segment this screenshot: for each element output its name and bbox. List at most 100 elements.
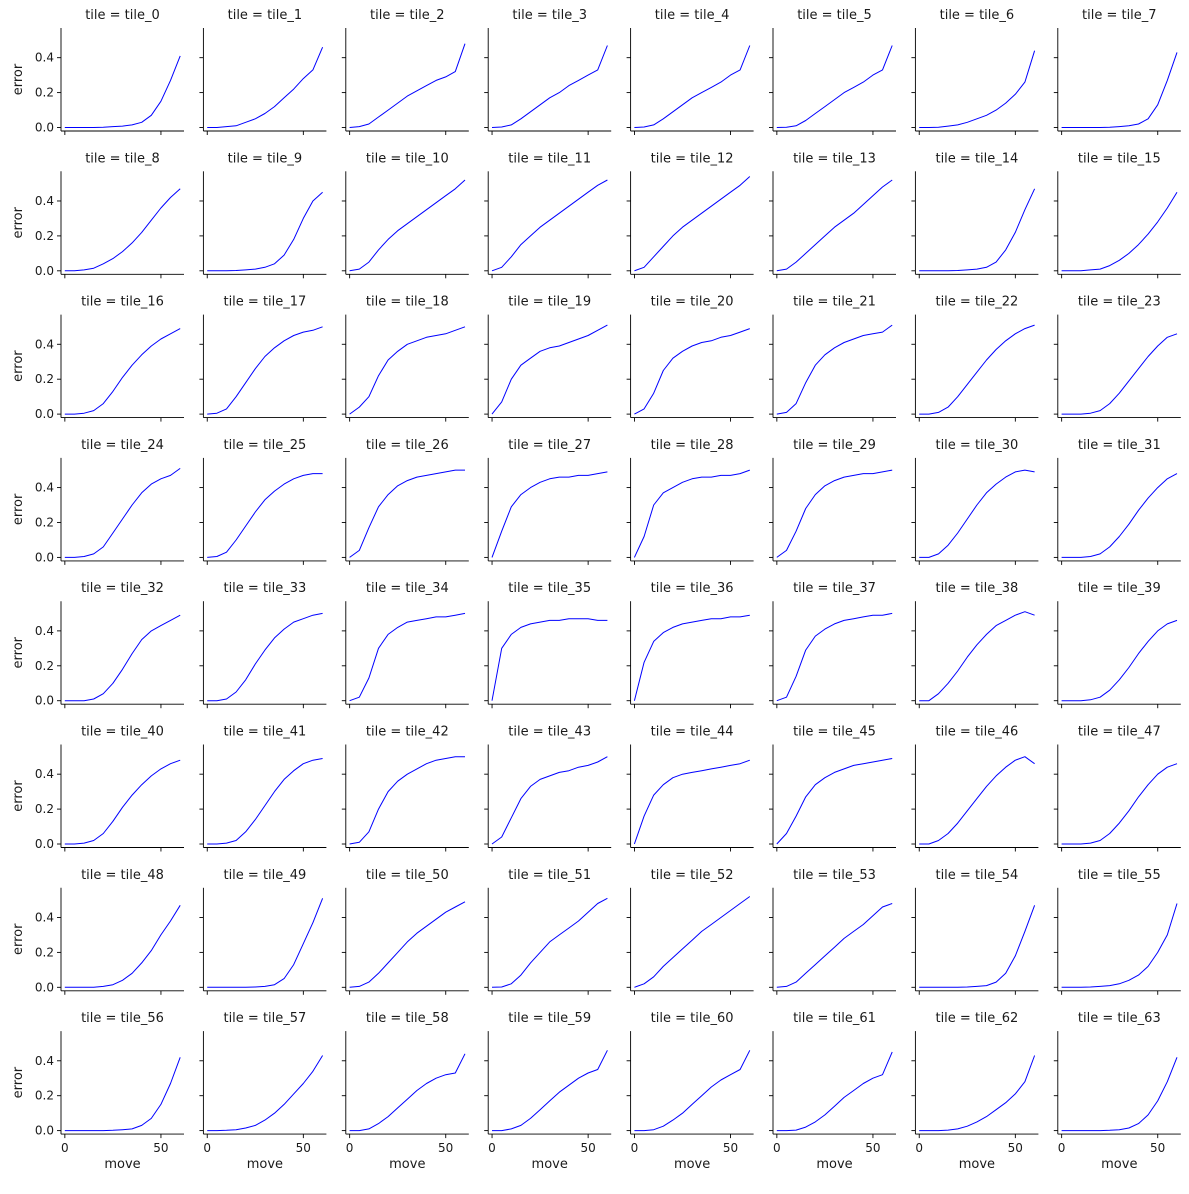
- panel-title: tile = tile_48: [81, 868, 164, 883]
- x-tick-label: 0: [488, 1141, 496, 1155]
- series-line: [64, 614, 181, 702]
- panel-title: tile = tile_29: [793, 438, 876, 453]
- series-line: [919, 188, 1036, 272]
- facet-panel: tile = tile_33: [199, 581, 327, 709]
- panel-title: tile = tile_26: [366, 438, 449, 453]
- facet-panel: tile = tile_51: [484, 868, 612, 995]
- facet-panel: tile = tile_13: [769, 151, 896, 279]
- y-tick-label: 0.4: [35, 1054, 54, 1068]
- x-axis-label: move: [674, 1157, 710, 1172]
- panel-title: tile = tile_63: [1078, 1011, 1161, 1026]
- facet-panel: tile = tile_8 0.0 0.2 0.4 error: [11, 151, 184, 279]
- panel-title: tile = tile_45: [793, 725, 876, 740]
- series-line: [1061, 333, 1178, 415]
- series-line: [349, 43, 466, 128]
- series-line: [491, 897, 608, 988]
- panel-title: tile = tile_17: [223, 295, 306, 310]
- y-axis-label: error: [11, 206, 26, 238]
- series-line: [1061, 473, 1178, 558]
- series-line: [207, 612, 323, 702]
- y-tick-label: 0.0: [35, 550, 54, 564]
- series-line: [634, 45, 751, 128]
- x-tick-label: 50: [865, 1141, 880, 1155]
- panel-title: tile = tile_53: [793, 868, 876, 883]
- y-tick-label: 0.2: [35, 86, 54, 100]
- panel-title: tile = tile_0: [85, 8, 160, 23]
- facet-panel: tile = tile_58 0 50 move: [341, 1011, 469, 1172]
- panel-title: tile = tile_38: [935, 581, 1018, 596]
- series-line: [491, 756, 608, 845]
- panel-title: tile = tile_20: [651, 295, 734, 310]
- facet-panel: tile = tile_5: [769, 8, 896, 135]
- facet-panel: tile = tile_53: [769, 868, 896, 995]
- facet-panel: tile = tile_30: [911, 438, 1039, 565]
- panel-title: tile = tile_35: [508, 581, 591, 596]
- y-tick-label: 0.2: [35, 945, 54, 959]
- series-line: [64, 328, 181, 415]
- y-tick-label: 0.2: [35, 1089, 54, 1103]
- panel-title: tile = tile_57: [223, 1011, 306, 1026]
- y-tick-label: 0.4: [35, 767, 54, 781]
- facet-panel: tile = tile_42: [341, 725, 469, 852]
- panel-title: tile = tile_3: [512, 8, 587, 23]
- series-line: [919, 756, 1035, 845]
- facet-panel: tile = tile_2: [341, 8, 469, 135]
- panel-title: tile = tile_54: [935, 868, 1018, 883]
- panel-title: tile = tile_6: [940, 8, 1015, 23]
- panel-title: tile = tile_1: [228, 8, 303, 23]
- y-tick-label: 0.4: [35, 481, 54, 495]
- facet-panel: tile = tile_10: [341, 151, 469, 279]
- facet-panel: tile = tile_17: [199, 295, 327, 422]
- series-line: [776, 1051, 893, 1132]
- x-axis-label: move: [389, 1157, 425, 1172]
- y-tick-label: 0.4: [35, 51, 54, 65]
- facet-panel: tile = tile_7: [1053, 8, 1181, 135]
- panel-title: tile = tile_44: [651, 725, 734, 740]
- series-line: [349, 612, 466, 702]
- facet-panel: tile = tile_39: [1053, 581, 1181, 709]
- panel-title: tile = tile_60: [651, 1011, 734, 1026]
- y-tick-label: 0.0: [35, 694, 54, 708]
- panel-title: tile = tile_37: [793, 581, 876, 596]
- y-axis-label: error: [11, 923, 26, 955]
- facet-panel: tile = tile_47: [1053, 725, 1181, 852]
- panel-title: tile = tile_22: [935, 295, 1018, 310]
- facet-panel: tile = tile_63 0 50 move: [1053, 1011, 1181, 1172]
- x-tick-label: 50: [1008, 1141, 1023, 1155]
- series-line: [207, 1055, 324, 1132]
- facet-panel: tile = tile_49: [199, 868, 327, 995]
- facet-panel: tile = tile_14: [911, 151, 1039, 279]
- facet-panel: tile = tile_62 0 50 move: [911, 1011, 1039, 1172]
- y-tick-label: 0.0: [35, 407, 54, 421]
- series-line: [207, 758, 323, 845]
- facet-panel: tile = tile_3: [484, 8, 612, 135]
- facet-panel: tile = tile_34: [341, 581, 469, 709]
- series-line: [491, 618, 608, 701]
- facet-panel: tile = tile_38: [911, 581, 1039, 709]
- panel-title: tile = tile_46: [935, 725, 1018, 740]
- y-axis-label: error: [11, 350, 26, 382]
- panel-title: tile = tile_14: [935, 151, 1018, 166]
- series-line: [491, 45, 608, 128]
- series-line: [491, 324, 608, 415]
- panel-title: tile = tile_43: [508, 725, 591, 740]
- x-tick-label: 50: [723, 1141, 738, 1155]
- series-line: [634, 176, 751, 272]
- series-line: [349, 901, 466, 988]
- facet-panel: tile = tile_57 0 50 move: [199, 1011, 327, 1172]
- panel-title: tile = tile_19: [508, 295, 591, 310]
- x-tick-label: 0: [631, 1141, 639, 1155]
- y-tick-label: 0.0: [35, 264, 54, 278]
- facet-panel: tile = tile_61 0 50 move: [769, 1011, 896, 1172]
- series-line: [1061, 619, 1178, 702]
- y-tick-label: 0.2: [35, 229, 54, 243]
- panel-title: tile = tile_59: [508, 1011, 591, 1026]
- panel-title: tile = tile_36: [651, 581, 734, 596]
- panel-title: tile = tile_7: [1082, 8, 1157, 23]
- panel-title: tile = tile_49: [223, 868, 306, 883]
- series-line: [919, 1055, 1036, 1132]
- series-line: [349, 469, 465, 558]
- facet-panel: tile = tile_41: [199, 725, 327, 852]
- series-line: [64, 55, 181, 128]
